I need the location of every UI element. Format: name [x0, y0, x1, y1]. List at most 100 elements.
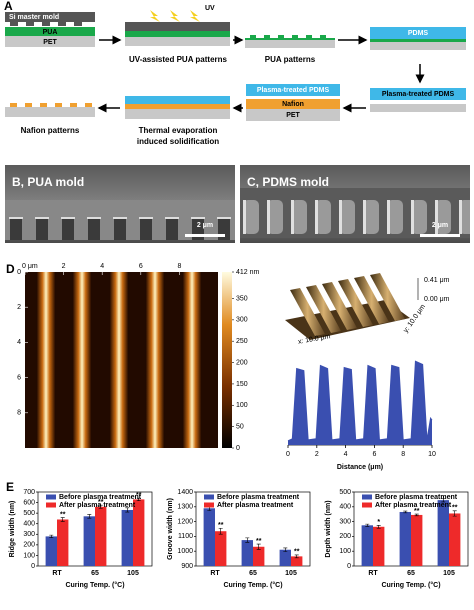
y-tick-label: 400 — [23, 521, 35, 528]
legend-swatch — [362, 502, 372, 508]
schematic-shape — [40, 103, 47, 107]
layer-label: PET — [43, 39, 57, 46]
legend-label: Before plasma treatment — [59, 494, 142, 501]
bar — [121, 509, 133, 566]
surface-label: 0.00 μm — [424, 296, 450, 303]
colorbar-label: 200 — [236, 359, 248, 366]
error-bar — [376, 525, 381, 529]
x-tick-label: 10 — [428, 451, 436, 458]
y-tick-label: 300 — [339, 518, 351, 525]
significance-label: ** — [414, 508, 420, 515]
colorbar-label: 0 — [236, 445, 240, 452]
y-tick-label: 0 — [17, 269, 21, 276]
y-tick-label: 0 — [31, 563, 35, 570]
schematic-shape — [370, 27, 466, 39]
schematic-shape — [125, 37, 230, 46]
schematic-shape — [10, 22, 18, 26]
x-tick-label: 8 — [401, 451, 405, 458]
profile-line — [287, 360, 433, 442]
schematic-shape — [25, 103, 32, 107]
significance-label: * — [377, 519, 380, 526]
afm-surface-shape — [306, 285, 341, 333]
y-tick-label: 4 — [17, 339, 21, 346]
schematic-shape — [26, 22, 34, 26]
legend-label: After plasma treatment — [59, 502, 136, 509]
schematic-shape — [370, 42, 466, 50]
sem-image-shape — [185, 234, 225, 237]
error-bar — [283, 547, 288, 552]
schematic-shape — [245, 40, 335, 48]
bar — [241, 540, 253, 566]
y-tick-label: 700 — [23, 489, 35, 496]
y-tick-label: 6 — [17, 374, 21, 381]
sem-image-shape — [240, 188, 470, 238]
bar — [437, 500, 449, 566]
area-fill — [288, 361, 432, 445]
legend-label: After plasma treatment — [217, 502, 294, 509]
sem-image-shape — [420, 234, 460, 237]
schematic-shape — [170, 10, 180, 22]
error-bar — [452, 510, 457, 517]
afm-surface — [285, 273, 419, 340]
x-tick-label: RT — [368, 570, 378, 577]
schematic-shape — [125, 96, 230, 104]
error-bar — [414, 513, 419, 517]
y-axis-label: Groove width (nm) — [167, 498, 174, 560]
bar — [449, 513, 461, 566]
bar — [83, 516, 95, 566]
step-caption: PUA patterns — [265, 55, 316, 64]
significance-label: ** — [98, 499, 104, 506]
x-tick-label: 6 — [372, 451, 376, 458]
x-axis-label: Curing Temp. (°C) — [223, 581, 282, 589]
y-tick-label: 300 — [23, 531, 35, 538]
y-tick-label: 900 — [181, 563, 193, 570]
error-bar — [98, 504, 103, 509]
legend-swatch — [362, 494, 372, 500]
schematic-shape — [10, 103, 17, 107]
y-tick-label: 1100 — [178, 533, 193, 540]
schematic-shape — [85, 103, 92, 107]
colorbar-label: 350 — [236, 295, 248, 302]
schematic-shape — [246, 99, 340, 109]
significance-label: ** — [256, 538, 262, 545]
error-bar — [365, 523, 370, 527]
step-caption: induced solidification — [137, 137, 219, 146]
x-tick-label: 8 — [177, 263, 181, 270]
schematic-shape — [5, 12, 95, 22]
x-axis-label: Curing Temp. (°C) — [381, 581, 440, 589]
schematic-shape — [370, 104, 466, 112]
colorbar-label: 412 nm — [236, 269, 260, 276]
significance-label: ** — [60, 511, 66, 518]
y-tick-label: 1000 — [177, 548, 193, 555]
sem-image-shape — [5, 200, 235, 240]
bar — [57, 519, 69, 566]
error-bar — [125, 507, 130, 513]
y-tick-label: 200 — [339, 533, 351, 540]
scale-label: 2 μm — [432, 222, 448, 229]
afm-surface-shape — [354, 276, 389, 324]
layer-label: UV — [205, 5, 215, 12]
schematic-shape — [246, 109, 340, 121]
schematic-shape — [370, 39, 466, 42]
x-tick-label: 4 — [344, 451, 348, 458]
colorbar-label: 150 — [236, 381, 248, 388]
error-bar — [218, 527, 223, 535]
y-tick-label: 100 — [339, 548, 351, 555]
panel-label: E — [6, 480, 14, 494]
afm-map-shape — [146, 272, 164, 448]
error-bar — [245, 537, 250, 543]
colorbar-label: 100 — [236, 402, 248, 409]
legend-label: Before plasma treatment — [217, 494, 300, 501]
layer-label: PUA — [43, 29, 58, 36]
schematic-shape — [55, 103, 62, 107]
arrow — [97, 35, 425, 113]
schematic-shape — [58, 22, 66, 26]
y-tick-label: 100 — [23, 552, 35, 559]
bar — [133, 499, 145, 566]
scale-label: 2 μm — [197, 222, 213, 229]
schematic-shape — [292, 35, 298, 38]
x-tick-label: 2 — [315, 451, 319, 458]
step-caption: UV-assisted PUA patterns — [129, 55, 228, 64]
